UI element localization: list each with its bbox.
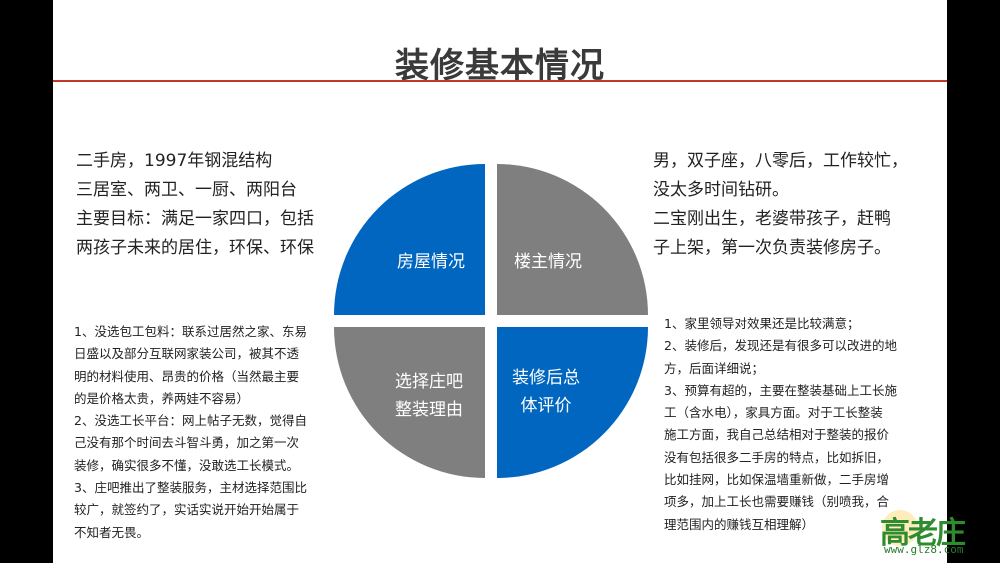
text-line: 日盛以及部分互联网家装公司，被其不透 (74, 346, 300, 362)
text-line: 项多，加上工长也需要赚钱（别喷我，合 (664, 494, 890, 510)
text-line: 方，后面详细说； (664, 360, 765, 376)
text-line: 2、装修后，发现还是有很多可以改进的地 (664, 338, 897, 354)
watermark-url: www.glz8.com (884, 543, 964, 556)
label-line: 楼主情况 (514, 252, 582, 272)
label-line: 装修后总 (512, 368, 580, 388)
text-line: 两孩子未来的居住，环保、环保 (76, 238, 314, 258)
label-line: 体评价 (520, 396, 572, 416)
text-line: 较广，就签约了，实话实说开始开始属于 (74, 502, 300, 518)
text-line: 二手房，1997年钢混结构 (76, 151, 273, 171)
text-line: 三居室、两卫、一厨、两阳台 (76, 180, 297, 200)
text-line: 的是价格太贵，养两娃不容易） (74, 390, 250, 406)
label-line: 整装理由 (395, 400, 463, 420)
text-line: 1、家里领导对效果还是比较满意； (664, 316, 860, 331)
title-divider (53, 80, 947, 82)
text-line: 子上架，第一次负责装修房子。 (653, 238, 891, 258)
choice-reasons-text: 1、没选包工包料：联系过居然之家、东易 日盛以及部分互联网家装公司，被其不透 明… (74, 321, 307, 544)
label-line: 选择庄吧 (395, 372, 463, 392)
quadrant-reasons (334, 327, 485, 478)
quadrant-house-label: 房屋情况 (381, 248, 481, 276)
label-line: 房屋情况 (397, 252, 465, 272)
quadrant-evaluation (497, 327, 648, 478)
text-line: 没太多时间钻研。 (653, 180, 789, 200)
text-line: 主要目标：满足一家四口，包括 (76, 209, 314, 229)
text-line: 装修，确实很多不懂，没敢选工长模式。 (74, 457, 300, 473)
text-line: 男，双子座，八零后，工作较忙， (653, 151, 908, 171)
text-line: 己没有那个时间去斗智斗勇，加之第一次 (74, 435, 300, 451)
text-line: 不知者无畏。 (74, 524, 150, 540)
watermark-bubble-icon (882, 510, 918, 546)
text-line: 理范围内的赚钱互相理解） (664, 516, 815, 532)
text-line: 2、没选工长平台：网上帖子无数，觉得自 (74, 413, 307, 429)
text-line: 工（含水电），家具方面。对于工长整装 (664, 405, 883, 421)
text-line: 1、没选包工包料：联系过居然之家、东易 (74, 324, 307, 339)
text-line: 二宝刚出生，老婆带孩子，赶鸭 (653, 209, 891, 229)
text-line: 3、预算有超的，主要在整装基础上工长施 (664, 382, 897, 398)
watermark-characters: 高老庄 (880, 516, 966, 551)
quadrant-evaluation-label: 装修后总 体评价 (496, 364, 596, 420)
slide: 装修基本情况 二手房，1997年钢混结构 三居室、两卫、一厨、两阳台 主要目标：… (53, 0, 947, 563)
text-line: 施工方面，我自己总结相对于整装的报价 (664, 427, 890, 443)
house-info-text: 二手房，1997年钢混结构 三居室、两卫、一厨、两阳台 主要目标：满足一家四口，… (76, 147, 314, 263)
text-line: 3、庄吧推出了整装服务，主材选择范围比 (74, 480, 307, 496)
evaluation-text: 1、家里领导对效果还是比较满意； 2、装修后，发现还是有很多可以改进的地 方，后… (664, 313, 897, 536)
quadrant-owner (497, 164, 648, 315)
text-line: 比如挂网，比如保温墙重新做，二手房增 (664, 472, 890, 488)
owner-info-text: 男，双子座，八零后，工作较忙， 没太多时间钻研。 二宝刚出生，老婆带孩子，赶鸭 … (653, 147, 908, 263)
text-line: 没有包括很多二手房的特点，比如拆旧， (664, 449, 890, 465)
page-title: 装修基本情况 (395, 46, 605, 86)
quadrant-diagram (334, 164, 648, 478)
text-line: 明的材料使用、昂贵的价格（当然最主要 (74, 368, 300, 384)
quadrant-owner-label: 楼主情况 (493, 248, 603, 276)
quadrant-house (334, 164, 485, 315)
watermark-logo: 高老庄 www.glz8.com (880, 508, 995, 560)
quadrant-reasons-label: 选择庄吧 整装理由 (379, 368, 479, 424)
